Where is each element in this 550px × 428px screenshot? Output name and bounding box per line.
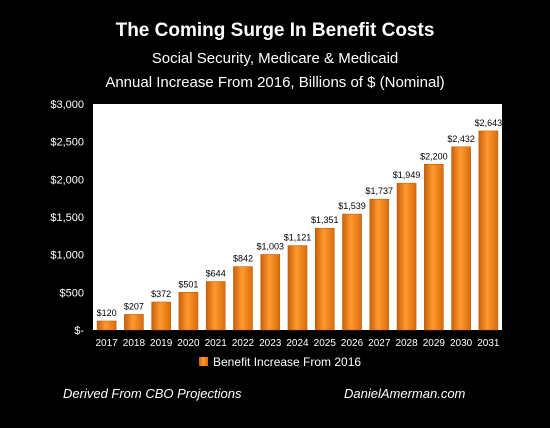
bar [478, 130, 499, 331]
x-axis: 2017 2018 2019 2020 2021 2022 2023 2024 2025 2026… [96, 338, 500, 349]
x-tick-label: 2028 [395, 338, 418, 349]
x-tick-label: 2021 [205, 338, 228, 349]
data-label: $1,737 [366, 186, 394, 196]
chart-subtitle-line-2: Annual Increase From 2016, Billions of $… [105, 74, 445, 91]
data-label: $644 [206, 268, 226, 278]
legend: Benefit Increase From 2016 [199, 355, 361, 369]
x-tick-label: 2018 [123, 338, 146, 349]
x-tick-label: 2027 [368, 338, 391, 349]
bar [369, 198, 390, 331]
data-label: $1,949 [393, 170, 421, 180]
legend-swatch [199, 357, 208, 366]
x-tick-label: 2025 [314, 338, 337, 349]
x-tick-label: 2029 [423, 338, 446, 349]
bar [205, 281, 226, 331]
bar [124, 314, 144, 331]
bar [314, 227, 335, 331]
data-labels: $120 $207 $372 $501 $644 $842$1,003$1,121 $1,3… [97, 118, 503, 318]
x-tick-label: 2024 [286, 338, 309, 349]
source-note: Derived From CBO Projections [63, 386, 242, 401]
data-label: $1,351 [311, 215, 339, 225]
x-tick-label: 2020 [177, 338, 200, 349]
data-label: $1,003 [256, 241, 284, 251]
bar [178, 292, 199, 331]
x-tick-label: 2022 [232, 338, 255, 349]
legend-label: Benefit Increase From 2016 [213, 355, 361, 369]
y-tick-label: $500 [60, 287, 84, 299]
x-tick-label: 2017 [96, 338, 119, 349]
data-label: $120 [97, 308, 117, 318]
data-label: $1,539 [338, 201, 366, 211]
y-tick-label: $- [74, 325, 84, 337]
bar [260, 254, 281, 331]
y-tick-label: $2,500 [50, 137, 84, 149]
y-tick-label: $1,500 [50, 212, 84, 224]
x-tick-label: 2030 [450, 338, 473, 349]
site-credit: DanielAmerman.com [344, 386, 466, 401]
data-label: $2,643 [475, 118, 503, 128]
data-label: $2,200 [420, 151, 448, 161]
x-tick-label: 2019 [150, 338, 173, 349]
y-tick-label: $2,000 [50, 174, 84, 186]
x-tick-label: 2031 [477, 338, 500, 349]
bar [151, 301, 171, 331]
y-tick-label: $3,000 [50, 99, 84, 111]
bar [424, 164, 444, 331]
x-tick-label: 2026 [341, 338, 364, 349]
bar [342, 213, 362, 331]
data-label: $207 [124, 301, 144, 311]
bar [396, 182, 417, 331]
chart-title: The Coming Surge In Benefit Costs [115, 20, 435, 41]
bar [287, 245, 308, 331]
bar [451, 146, 471, 331]
data-label: $2,432 [447, 134, 475, 144]
y-axis: $- $500 $1,000 $1,500 $2,000 $2,500 $3,000 [50, 99, 84, 337]
x-tick-label: 2023 [259, 338, 282, 349]
data-label: $501 [178, 279, 198, 289]
bar-series [96, 130, 499, 331]
data-label: $1,121 [284, 233, 312, 243]
data-label: $372 [151, 289, 171, 299]
bar [96, 320, 117, 331]
bar [233, 266, 253, 331]
y-tick-label: $1,000 [50, 250, 84, 262]
data-label: $842 [233, 254, 253, 264]
chart-subtitle-line-1: Social Security, Medicare & Medicaid [151, 50, 399, 67]
